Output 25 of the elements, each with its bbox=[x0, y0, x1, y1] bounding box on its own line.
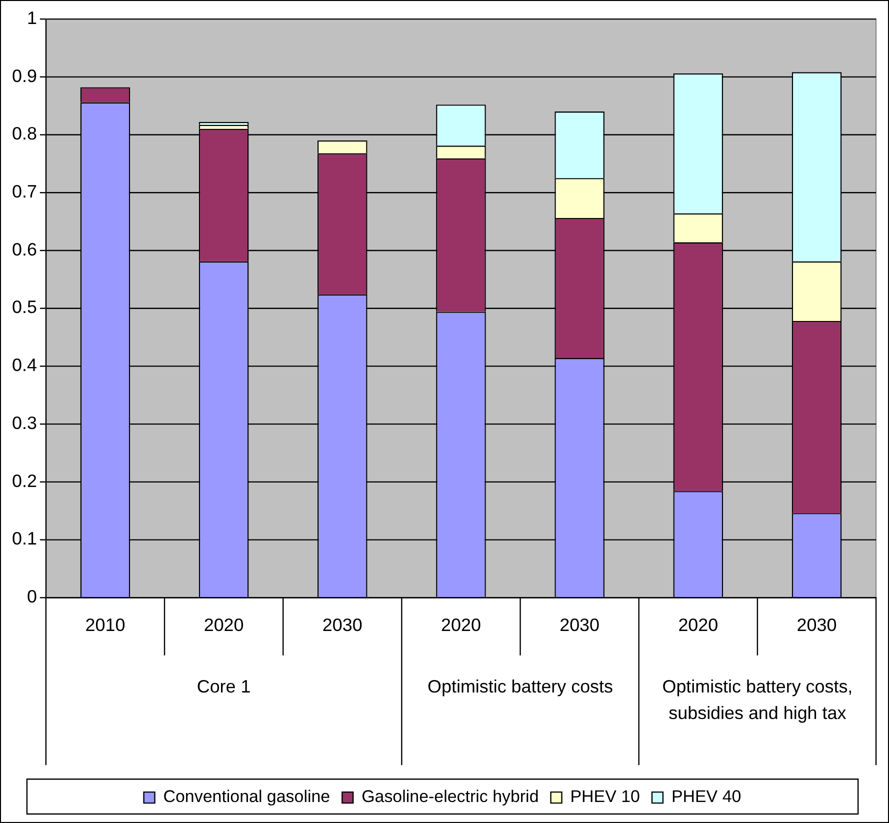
legend-label: PHEV 10 bbox=[570, 787, 640, 806]
text: Core 1 bbox=[196, 676, 251, 696]
text: Optimistic battery costs, subsidies and high tax bbox=[662, 676, 853, 724]
y-tick-label: 0.3 bbox=[12, 412, 37, 433]
y-tick-label: 0 bbox=[26, 586, 37, 607]
legend-label: Gasoline-electric hybrid bbox=[362, 787, 539, 806]
y-tick-label: 0.6 bbox=[12, 239, 37, 260]
x-tick-label: 2020 bbox=[204, 615, 244, 636]
x-tick-label: 2030 bbox=[322, 615, 362, 636]
x-tick-label: 2020 bbox=[678, 615, 718, 636]
y-tick-label: 0.9 bbox=[12, 66, 37, 86]
x-tick-label: 2030 bbox=[796, 615, 837, 636]
x-tick-label: 2010 bbox=[85, 615, 126, 636]
y-tick-label: 1 bbox=[26, 8, 37, 28]
x-tick-label: 2030 bbox=[560, 615, 600, 636]
y-tick-label: 0.1 bbox=[12, 528, 37, 549]
y-tick-label: 0.5 bbox=[12, 297, 37, 318]
legend-label: Conventional gasoline bbox=[163, 787, 330, 806]
text: Optimistic battery costs bbox=[428, 676, 614, 696]
legend-label: PHEV 40 bbox=[671, 787, 742, 806]
y-tick-label: 0.4 bbox=[12, 355, 37, 376]
y-tick-label: 0.8 bbox=[12, 124, 37, 144]
x-tick-label: 2020 bbox=[441, 615, 481, 636]
y-tick-label: 0.2 bbox=[12, 470, 37, 491]
y-tick-label: 0.7 bbox=[12, 181, 37, 202]
